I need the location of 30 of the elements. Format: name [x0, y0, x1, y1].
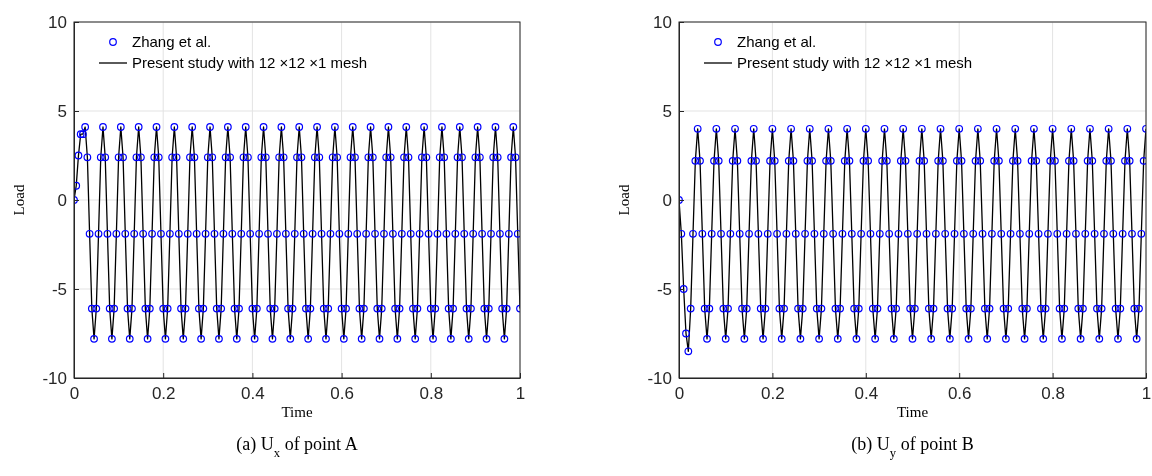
- x-tick-label: 0.6: [947, 384, 972, 404]
- y-tick-label: 10: [653, 12, 672, 32]
- x-tick-label: 0.8: [1041, 384, 1065, 404]
- legend-label: Present study with 12 ×12 ×1 mesh: [737, 54, 973, 71]
- y-axis-title: Load: [11, 184, 27, 216]
- y-tick-label: 5: [57, 101, 67, 121]
- legend-label: Zhang et al.: [132, 33, 212, 50]
- text: (a) U$_{x}$ of point A: [236, 434, 358, 460]
- y-tick-label: -10: [647, 368, 672, 388]
- x-axis-title: Time: [281, 404, 313, 420]
- y-tick-label: 0: [57, 190, 67, 210]
- legend-label: Present study with 12 ×12 ×1 mesh: [132, 54, 368, 71]
- x-tick-label: 0.4: [241, 384, 265, 404]
- y-axis-title: Load: [616, 184, 632, 216]
- x-tick-label: 0.2: [761, 384, 785, 404]
- x-tick-label: 0.2: [151, 384, 176, 404]
- y-tick-label: 10: [48, 12, 67, 32]
- x-tick-label: 0.4: [854, 384, 879, 404]
- y-tick-label: -10: [42, 368, 67, 388]
- x-tick-label: 0.8: [419, 384, 444, 404]
- x-tick-label: 1: [1141, 384, 1152, 404]
- x-tick-label: 1: [515, 384, 526, 404]
- y-tick-label: 0: [662, 190, 672, 210]
- y-tick-label: 5: [662, 101, 672, 121]
- legend-label: Zhang et al.: [737, 33, 817, 50]
- x-tick-label: 0.6: [330, 384, 354, 404]
- text: (b) U$_{y}$ of point B: [851, 434, 974, 460]
- y-tick-label: -5: [656, 279, 672, 299]
- x-axis-title: Time: [896, 404, 929, 420]
- y-tick-label: -5: [51, 279, 67, 299]
